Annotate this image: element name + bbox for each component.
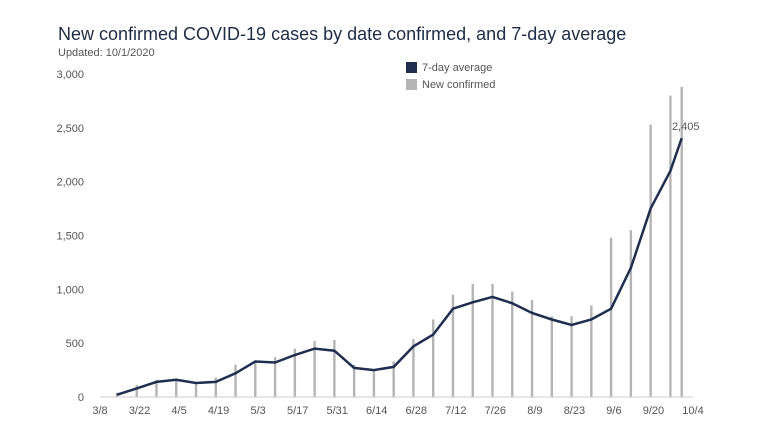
chart-title: New confirmed COVID-19 cases by date con… <box>58 24 627 44</box>
axis-layer: 0 500 1,000 1,500 2,000 2,500 3,000 3/8 3/22 4/5 4… <box>56 69 703 417</box>
bar-new-confirmed <box>352 364 356 397</box>
bar-new-confirmed <box>372 369 376 397</box>
bar-new-confirmed <box>194 383 198 397</box>
x-tick-label: 10/4 <box>682 405 703 417</box>
bar-new-confirmed <box>333 339 336 397</box>
bar-new-confirmed <box>135 385 138 397</box>
y-tick-label: 3,000 <box>56 69 84 81</box>
bar-new-confirmed <box>214 377 217 397</box>
x-tick-label: 4/19 <box>208 405 229 417</box>
legend-label-average: 7-day average <box>422 62 492 74</box>
x-tick-label: 6/28 <box>406 405 427 417</box>
legend-swatch-average <box>406 62 417 73</box>
bar-new-confirmed <box>254 362 257 397</box>
x-tick-label: 8/23 <box>564 405 585 417</box>
bar-new-confirmed <box>273 357 277 397</box>
x-tick-label: 8/9 <box>527 405 542 417</box>
bar-new-confirmed <box>491 283 494 397</box>
x-tick-label: 7/26 <box>485 405 506 417</box>
bar-new-confirmed <box>392 361 395 397</box>
bar-new-confirmed <box>412 338 415 397</box>
end-value-label: 2,405 <box>672 121 700 133</box>
bar-new-confirmed <box>649 124 652 397</box>
x-tick-label: 5/31 <box>326 405 347 417</box>
y-tick-label: 1,000 <box>56 284 84 296</box>
x-tick-label: 3/22 <box>129 405 150 417</box>
bar-new-confirmed <box>511 291 514 397</box>
bar-new-confirmed <box>629 230 633 397</box>
x-tick-label: 9/20 <box>643 405 664 417</box>
bar-new-confirmed <box>471 283 474 397</box>
bar-new-confirmed <box>155 379 158 397</box>
y-tick-label: 500 <box>66 338 84 350</box>
bar-new-confirmed <box>590 305 593 397</box>
bar-new-confirmed <box>313 341 316 397</box>
y-tick-label: 2,000 <box>56 177 84 189</box>
y-tick-label: 2,500 <box>56 123 84 135</box>
bar-layer <box>115 86 683 398</box>
legend-swatch-new-confirmed <box>406 79 417 90</box>
chart-subtitle: Updated: 10/1/2020 <box>58 47 155 59</box>
x-tick-label: 6/14 <box>366 405 387 417</box>
legend-label-new-confirmed: New confirmed <box>422 79 495 91</box>
bar-new-confirmed <box>530 300 534 397</box>
legend: 7-day average New confirmed <box>406 62 495 91</box>
x-tick-label: 4/5 <box>171 405 186 417</box>
x-tick-label: 5/17 <box>287 405 308 417</box>
bar-new-confirmed <box>293 348 297 397</box>
bar-new-confirmed <box>550 316 554 397</box>
y-tick-label: 1,500 <box>56 231 84 243</box>
x-tick-label: 5/3 <box>250 405 265 417</box>
bar-new-confirmed <box>234 364 237 397</box>
seven-day-average-line <box>116 137 683 396</box>
bar-new-confirmed <box>451 294 455 397</box>
bar-new-confirmed <box>175 378 178 397</box>
x-tick-label: 7/12 <box>445 405 466 417</box>
bar-new-confirmed <box>432 319 435 397</box>
x-tick-label: 3/8 <box>92 405 107 417</box>
bar-new-confirmed <box>669 95 672 398</box>
y-tick-label: 0 <box>78 392 84 404</box>
bar-new-confirmed <box>609 237 613 397</box>
bar-new-confirmed <box>570 316 573 397</box>
x-tick-label: 9/6 <box>606 405 621 417</box>
bar-new-confirmed <box>680 86 683 398</box>
